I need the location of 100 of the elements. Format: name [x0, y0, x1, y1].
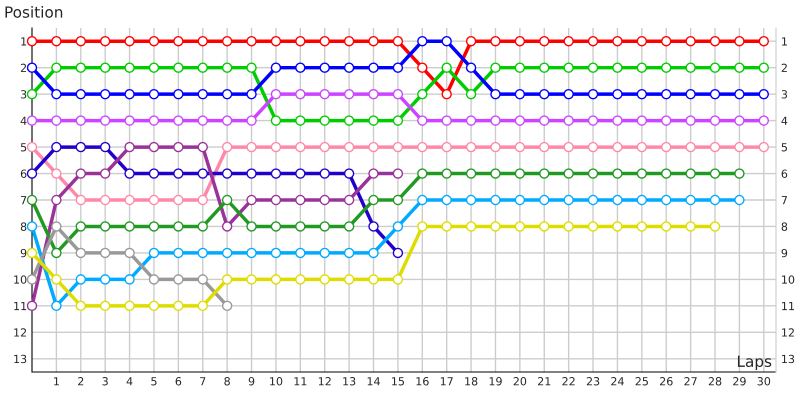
point [417, 221, 428, 232]
point [490, 88, 501, 100]
point [368, 248, 379, 258]
point [222, 115, 232, 126]
point [661, 88, 672, 100]
x-tick-label: 15 [392, 377, 404, 386]
point [441, 88, 452, 100]
point [441, 36, 452, 46]
point [295, 115, 306, 126]
point [320, 194, 330, 206]
point [563, 168, 574, 179]
x-tick-label: 17 [440, 377, 453, 386]
point [539, 221, 550, 232]
point [100, 62, 110, 73]
point [636, 142, 648, 152]
x-axis-title: Laps [738, 356, 772, 370]
point [148, 115, 160, 126]
point [148, 142, 160, 152]
point [148, 221, 160, 232]
point [76, 168, 86, 179]
y-tick-label: 8 [20, 222, 26, 231]
point [710, 168, 720, 179]
point [198, 274, 208, 285]
point [417, 62, 428, 73]
point [612, 88, 623, 100]
y-tick-label: 12 [14, 328, 26, 337]
point [295, 168, 306, 179]
point [76, 142, 86, 152]
point [514, 88, 526, 100]
point [124, 36, 135, 46]
point [173, 300, 184, 312]
point [320, 248, 330, 258]
point [295, 248, 306, 258]
point [198, 142, 208, 152]
x-tick-label: 25 [636, 377, 648, 386]
point [710, 194, 720, 206]
point [51, 142, 62, 152]
point [320, 274, 330, 285]
point [295, 62, 306, 73]
point [539, 62, 550, 73]
point [124, 88, 135, 100]
point [124, 300, 135, 312]
y-tick-label: 10 [14, 275, 26, 284]
point [270, 142, 282, 152]
point [466, 168, 476, 179]
point [392, 248, 404, 258]
point [368, 62, 379, 73]
point [563, 142, 574, 152]
x-tick-label: 14 [368, 377, 380, 386]
point [26, 168, 38, 179]
point [198, 62, 208, 73]
point [222, 274, 232, 285]
point [270, 194, 282, 206]
point [636, 62, 648, 73]
point [490, 62, 501, 73]
point [148, 168, 160, 179]
point [466, 88, 476, 100]
point [588, 62, 598, 73]
point [270, 62, 282, 73]
point [441, 168, 452, 179]
point [26, 300, 38, 312]
x-tick-label: 23 [586, 377, 600, 386]
point [148, 300, 160, 312]
point [246, 36, 257, 46]
y2-tick-label: 3 [782, 90, 788, 99]
point [368, 221, 379, 232]
point [392, 36, 404, 46]
point [636, 221, 648, 232]
point [490, 142, 501, 152]
point [320, 62, 330, 73]
point [246, 194, 257, 206]
point [222, 248, 232, 258]
point [198, 36, 208, 46]
point [173, 62, 184, 73]
point [246, 168, 257, 179]
y-tick-label: 13 [14, 354, 26, 364]
point [270, 248, 282, 258]
point [270, 115, 282, 126]
x-tick-label: 11 [294, 377, 306, 386]
point [514, 142, 526, 152]
point [539, 194, 550, 206]
y2-tick-label: 7 [782, 196, 787, 204]
point [710, 115, 720, 126]
point [148, 62, 160, 73]
point [588, 142, 598, 152]
point [270, 36, 282, 46]
point [173, 115, 184, 126]
point [198, 115, 208, 126]
point [148, 248, 160, 258]
point [51, 274, 62, 285]
point [441, 62, 452, 73]
point [344, 142, 354, 152]
point [612, 221, 623, 232]
point [295, 274, 306, 285]
point [124, 274, 135, 285]
point [612, 62, 623, 73]
point [26, 62, 38, 73]
point [344, 115, 354, 126]
point [198, 221, 208, 232]
point [344, 62, 354, 73]
